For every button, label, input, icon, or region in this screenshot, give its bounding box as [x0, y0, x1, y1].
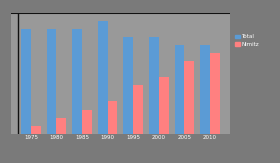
Bar	[47, 29, 57, 134]
Bar	[82, 110, 92, 134]
Bar	[175, 45, 184, 134]
Bar	[72, 29, 82, 134]
Bar	[200, 45, 210, 134]
Bar	[210, 53, 220, 134]
Bar	[123, 37, 133, 134]
Bar	[31, 126, 41, 134]
Bar	[21, 29, 31, 134]
Bar	[98, 21, 108, 134]
Bar	[184, 61, 194, 134]
Bar	[159, 77, 169, 134]
Legend: Total, Nimitz: Total, Nimitz	[235, 34, 259, 48]
Bar	[57, 118, 66, 134]
Bar	[133, 85, 143, 134]
Bar	[149, 37, 159, 134]
Bar	[108, 102, 117, 134]
